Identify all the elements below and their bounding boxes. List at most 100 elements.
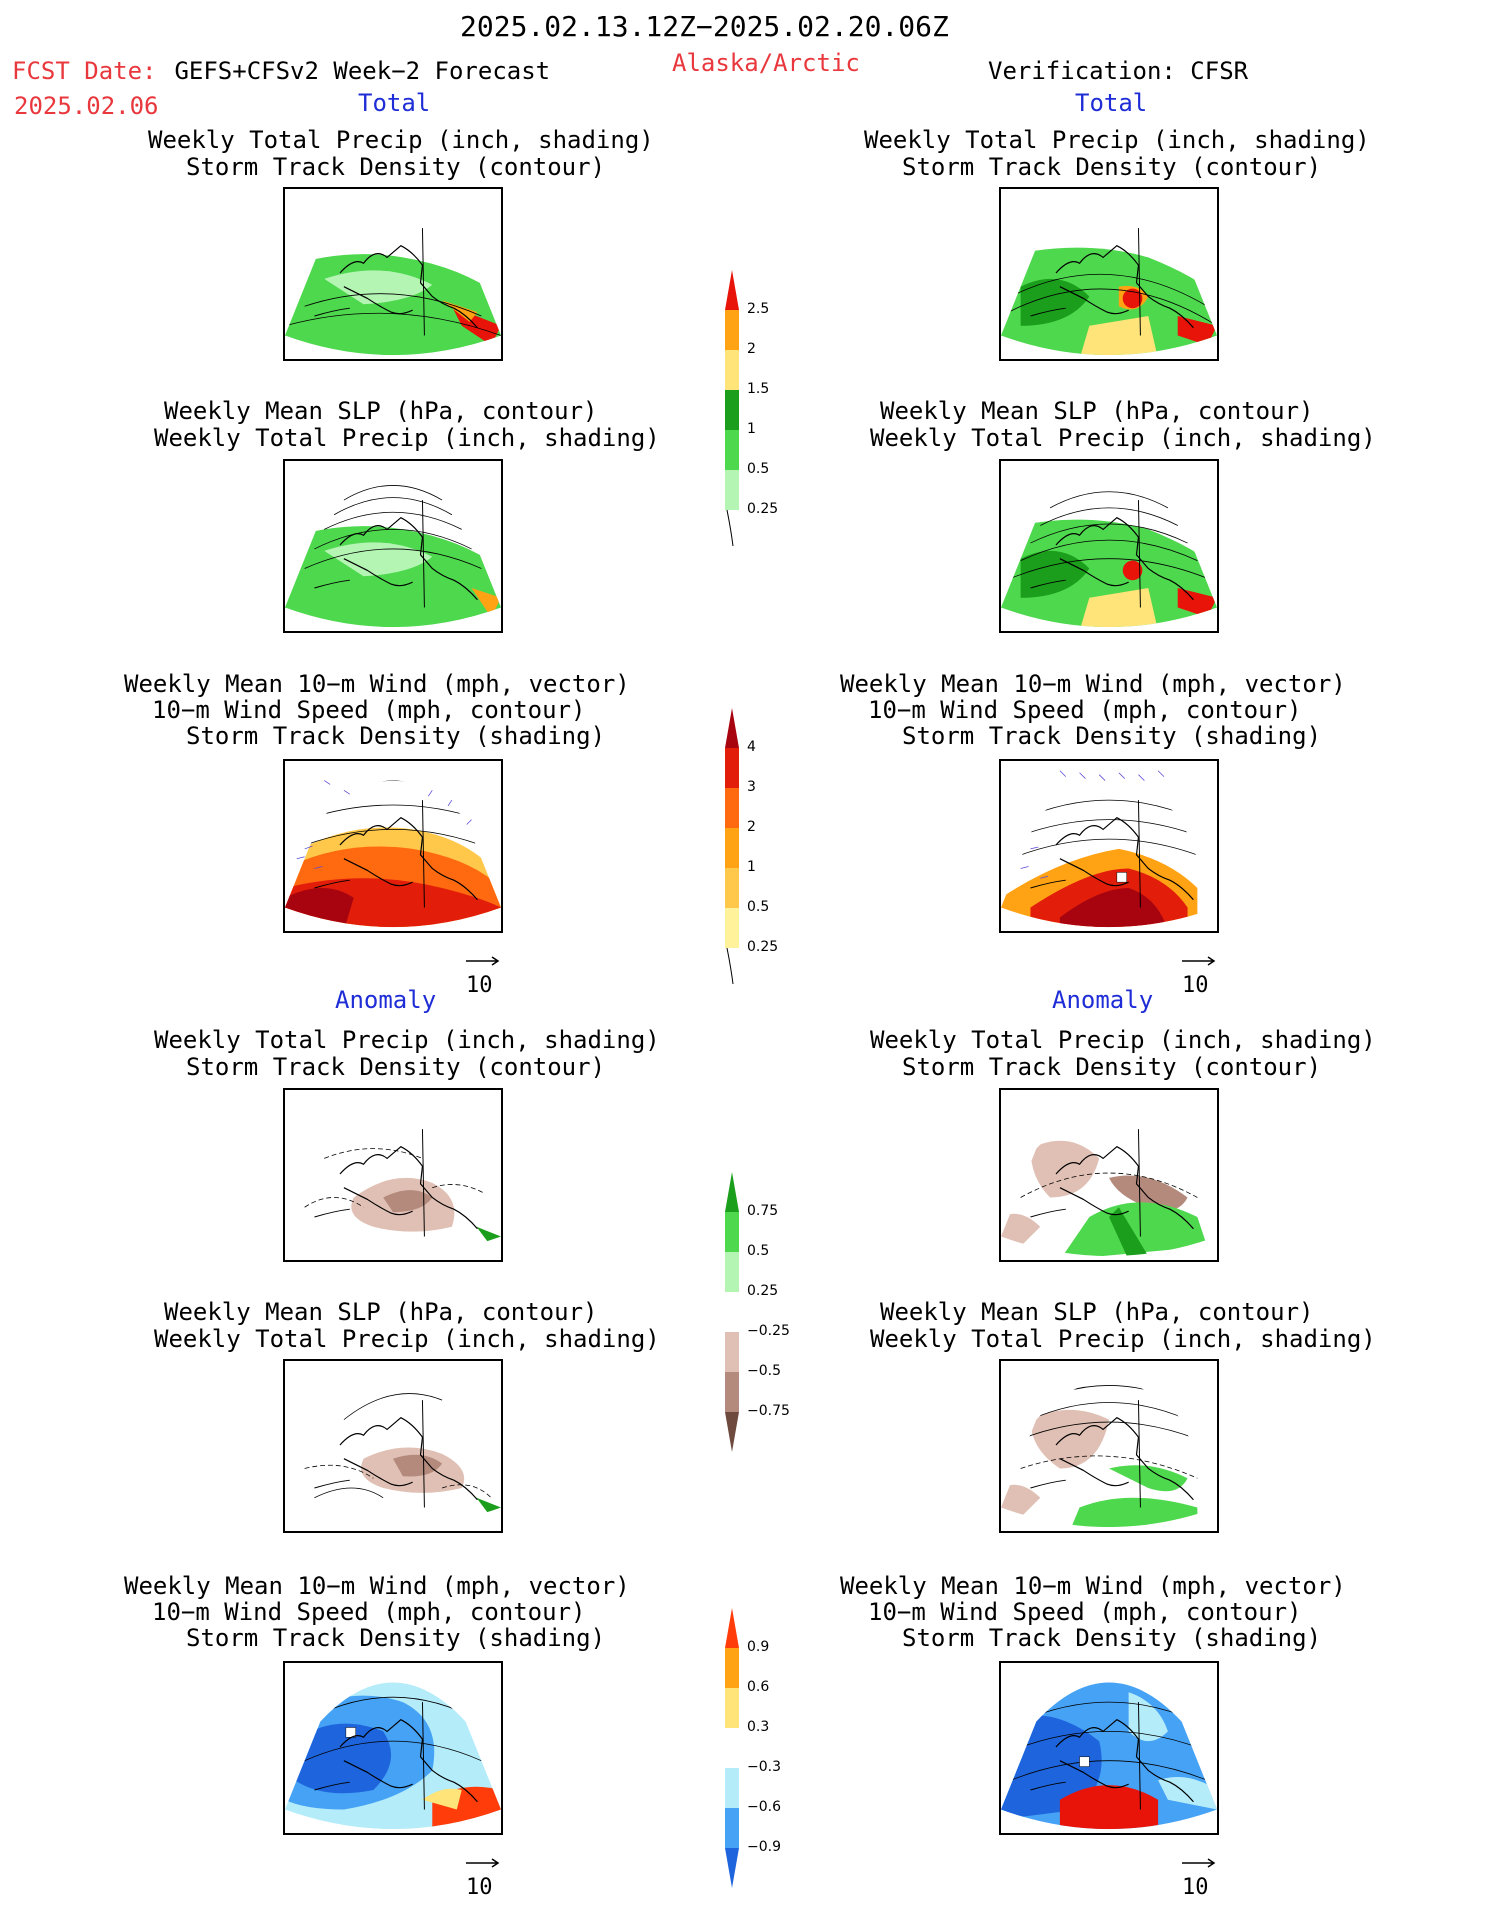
- fcst-date: 2025.02.06: [14, 92, 159, 120]
- vector-key-label: 10: [466, 973, 493, 998]
- colorbar-swatch: [725, 708, 739, 748]
- colorbar-swatch: [725, 908, 739, 948]
- colorbar-tick-label: 2.5: [747, 301, 770, 317]
- map-panel-total-precip-track-fcst: [283, 187, 503, 361]
- map-panel-anom-slp-precip-fcst: [283, 1359, 503, 1533]
- title-r6-right-2: 10−m Wind Speed (mph, contour): [868, 1598, 1302, 1626]
- title-r5-right-1: Weekly Mean SLP (hPa, contour): [880, 1298, 1314, 1326]
- map-panel-total-wind-track-fcst: [283, 759, 503, 933]
- title-r6-right-1: Weekly Mean 10−m Wind (mph, vector): [840, 1572, 1346, 1600]
- colorbar-swatch: [725, 1412, 739, 1452]
- colorbar-swatch: [725, 828, 739, 868]
- colorbar-tick-label: −0.3: [747, 1759, 781, 1775]
- colorbar-tick-label: 0.75: [747, 1203, 779, 1219]
- colorbar-swatch: [725, 1252, 739, 1292]
- section-total-right: Total: [1075, 89, 1148, 117]
- map-panel-anom-precip-track-fcst: [283, 1088, 503, 1262]
- colorbar-tail: [726, 509, 734, 547]
- colorbar-tick-label: 1.5: [747, 381, 770, 397]
- map-panel-anom-wind-track-fcst: [283, 1661, 503, 1835]
- colorbar-tick-label: 4: [747, 739, 756, 755]
- colorbar-swatch: [725, 310, 739, 350]
- colorbar-tick-label: 0.3: [747, 1719, 770, 1735]
- section-total-left: Total: [358, 89, 431, 117]
- colorbar-swatch: [725, 1688, 739, 1728]
- colorbar-swatch: [725, 1728, 739, 1768]
- colorbar-tick-label: 0.5: [747, 1243, 770, 1259]
- colorbar-swatch: [725, 350, 739, 390]
- colorbar-precip-total: 2.5 2 1.5 1 0.5 0.25: [723, 270, 803, 560]
- colorbar-tail: [726, 947, 734, 985]
- colorbar-swatch: [725, 788, 739, 828]
- colorbar-segments: [725, 1172, 739, 1452]
- colorbar-tick-label: 1: [747, 859, 756, 875]
- vector-key-label: 10: [1182, 973, 1209, 998]
- title-r2-left-1: Weekly Mean SLP (hPa, contour): [164, 397, 598, 425]
- colorbar-tick-label: 0.9: [747, 1639, 770, 1655]
- colorbar-tick-label: −0.5: [747, 1363, 781, 1379]
- title-r3-right-3: Storm Track Density (shading): [902, 722, 1322, 750]
- colorbar-tick-label: 0.25: [747, 1283, 779, 1299]
- title-r2-left-2: Weekly Total Precip (inch, shading): [154, 424, 660, 452]
- colorbar-segments: [725, 270, 739, 547]
- title-r2-right-2: Weekly Total Precip (inch, shading): [870, 424, 1376, 452]
- title-r1-right-2: Storm Track Density (contour): [902, 153, 1322, 181]
- title-r4-right-2: Storm Track Density (contour): [902, 1053, 1322, 1081]
- colorbar-tick-label: 3: [747, 779, 756, 795]
- colorbar-swatch: [725, 1768, 739, 1808]
- vector-key-r3-right: 10: [1176, 955, 1226, 998]
- colorbar-tick-label: 2: [747, 819, 756, 835]
- title-r5-right-2: Weekly Total Precip (inch, shading): [870, 1325, 1376, 1353]
- title-r6-left-3: Storm Track Density (shading): [186, 1624, 606, 1652]
- verification-label: Verification: CFSR: [988, 57, 1249, 85]
- colorbar-swatch: [725, 1808, 739, 1848]
- colorbar-segments: [725, 708, 739, 985]
- title-r1-left-1: Weekly Total Precip (inch, shading): [148, 126, 654, 154]
- region-label: Alaska/Arctic: [672, 49, 860, 77]
- title-r3-left-3: Storm Track Density (shading): [186, 722, 606, 750]
- colorbar-tick-label: 2: [747, 341, 756, 357]
- fcst-model: GEFS+CFSv2 Week−2 Forecast: [160, 57, 551, 85]
- colorbar-track-anom: 0.9 0.6 0.3 −0.3 −0.6 −0.9: [723, 1608, 813, 1898]
- section-anomaly-right: Anomaly: [1052, 986, 1154, 1014]
- map-panel-anom-precip-track-verif: [999, 1088, 1219, 1262]
- colorbar-swatch: [725, 748, 739, 788]
- colorbar-swatch: [725, 1648, 739, 1688]
- title-r1-right-1: Weekly Total Precip (inch, shading): [864, 126, 1370, 154]
- section-anomaly-left: Anomaly: [335, 986, 437, 1014]
- title-r4-left-1: Weekly Total Precip (inch, shading): [154, 1026, 660, 1054]
- colorbar-swatch: [725, 1608, 739, 1648]
- colorbar-tick-label: 0.25: [747, 939, 779, 955]
- title-r2-right-1: Weekly Mean SLP (hPa, contour): [880, 397, 1314, 425]
- colorbar-swatch: [725, 1292, 739, 1332]
- colorbar-swatch: [725, 470, 739, 510]
- vector-key-r6-left: 10: [460, 1857, 510, 1900]
- colorbar-swatch: [725, 1332, 739, 1372]
- title-r6-left-2: 10−m Wind Speed (mph, contour): [152, 1598, 586, 1626]
- title-r3-left-1: Weekly Mean 10−m Wind (mph, vector): [124, 670, 630, 698]
- colorbar-precip-anom: 0.75 0.5 0.25 −0.25 −0.5 −0.75: [723, 1172, 813, 1462]
- title-r3-right-2: 10−m Wind Speed (mph, contour): [868, 696, 1302, 724]
- colorbar-tick-label: 0.25: [747, 501, 779, 517]
- title-r3-left-2: 10−m Wind Speed (mph, contour): [152, 696, 586, 724]
- title-r5-left-2: Weekly Total Precip (inch, shading): [154, 1325, 660, 1353]
- colorbar-track-total: 4 3 2 1 0.5 0.25: [723, 708, 803, 998]
- title-r4-left-2: Storm Track Density (contour): [186, 1053, 606, 1081]
- colorbar-swatch: [725, 868, 739, 908]
- colorbar-tick-label: 0.5: [747, 461, 770, 477]
- map-panel-total-slp-precip-fcst: [283, 459, 503, 633]
- colorbar-swatch: [725, 270, 739, 310]
- vector-key-label: 10: [466, 1875, 493, 1900]
- map-panel-total-slp-precip-verif: [999, 459, 1219, 633]
- colorbar-segments: [725, 1608, 739, 1888]
- vector-key-r6-right: 10: [1176, 1857, 1226, 1900]
- colorbar-tick-label: −0.6: [747, 1799, 781, 1815]
- colorbar-tick-label: 0.5: [747, 899, 770, 915]
- colorbar-swatch: [725, 390, 739, 430]
- title-r3-right-1: Weekly Mean 10−m Wind (mph, vector): [840, 670, 1346, 698]
- title-r5-left-1: Weekly Mean SLP (hPa, contour): [164, 1298, 598, 1326]
- title-r6-left-1: Weekly Mean 10−m Wind (mph, vector): [124, 1572, 630, 1600]
- title-r6-right-3: Storm Track Density (shading): [902, 1624, 1322, 1652]
- vector-key-label: 10: [1182, 1875, 1209, 1900]
- date-range-title: 2025.02.13.12Z−2025.02.20.06Z: [460, 10, 949, 43]
